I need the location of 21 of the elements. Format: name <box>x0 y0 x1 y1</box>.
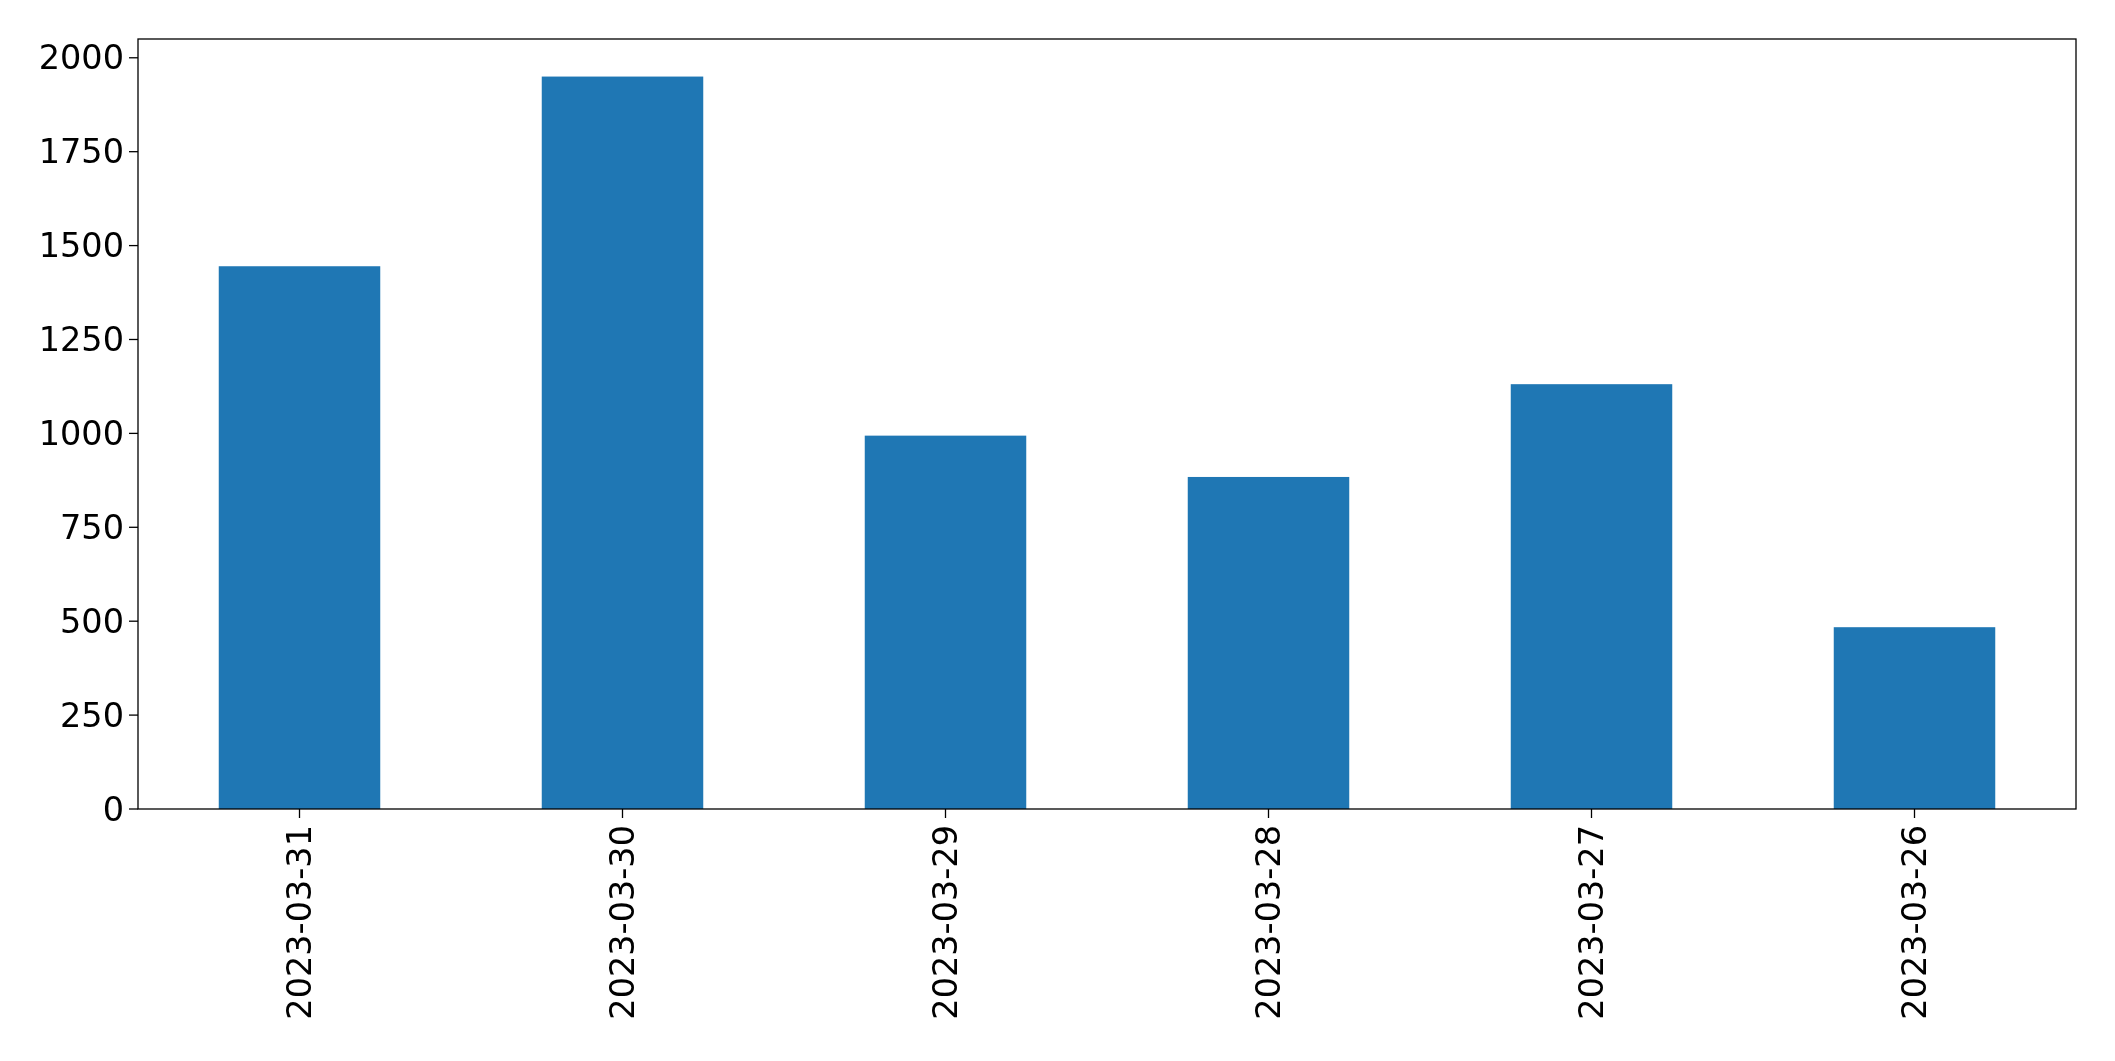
y-tick-label: 1250 <box>38 319 124 359</box>
y-tick-label: 1750 <box>38 132 124 172</box>
bar <box>1187 476 1350 809</box>
x-tick-label: 2023-03-29 <box>926 825 965 1020</box>
bar <box>218 266 381 809</box>
bar <box>1510 384 1673 809</box>
x-tick-label: 2023-03-31 <box>280 825 319 1020</box>
bar <box>864 435 1027 809</box>
x-tick-label: 2023-03-26 <box>1895 825 1934 1020</box>
y-tick-label: 500 <box>60 601 124 641</box>
x-tick-label: 2023-03-27 <box>1572 825 1611 1020</box>
y-tick-label: 1000 <box>38 413 124 453</box>
y-tick-label: 250 <box>60 695 124 735</box>
y-tick-label: 750 <box>60 507 124 547</box>
bar <box>541 76 704 809</box>
x-tick-label: 2023-03-28 <box>1249 825 1288 1020</box>
x-tick-label: 2023-03-30 <box>603 825 642 1020</box>
y-tick-label: 0 <box>102 789 124 829</box>
bar <box>1833 627 1996 809</box>
y-tick-label: 2000 <box>38 38 124 78</box>
y-tick-label: 1500 <box>38 226 124 266</box>
